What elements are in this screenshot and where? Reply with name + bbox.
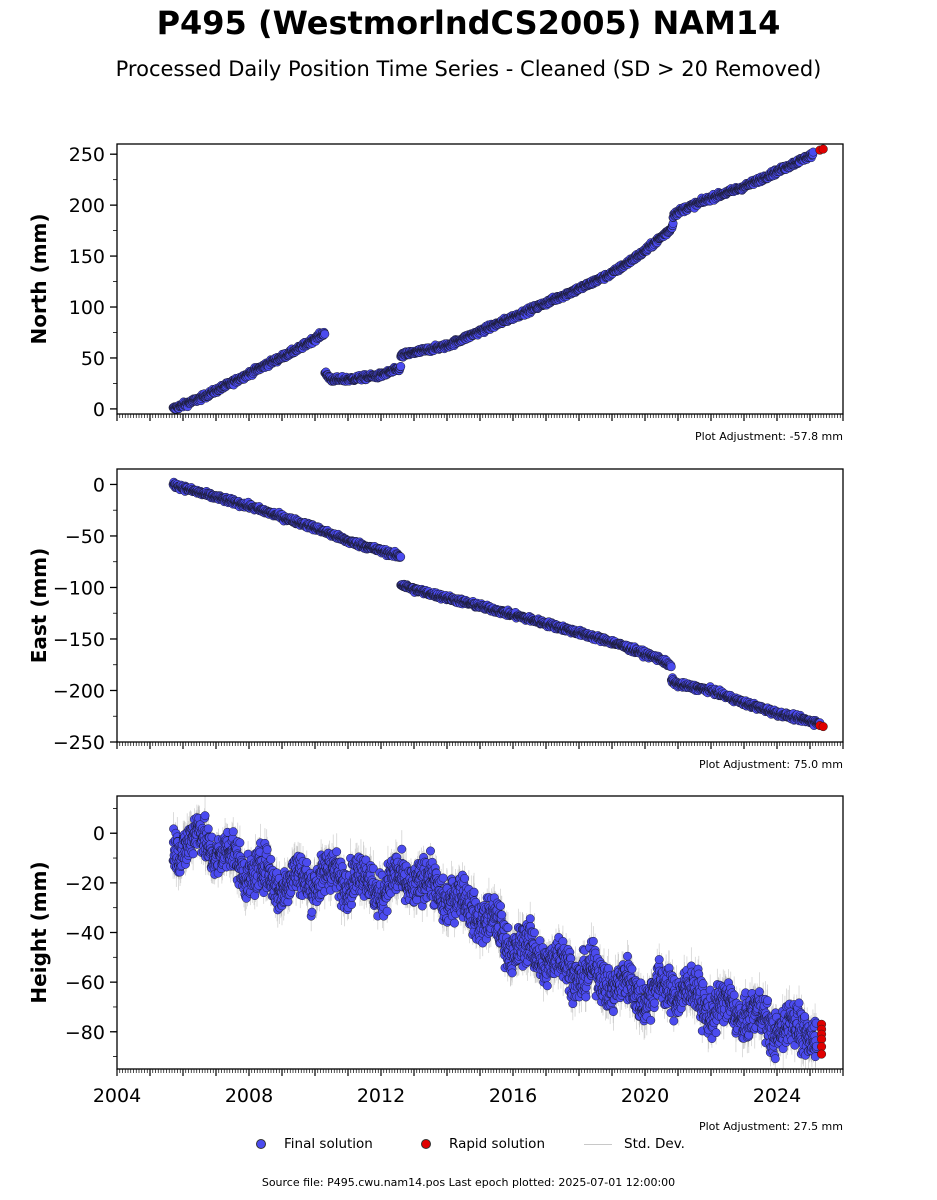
final-point — [666, 662, 676, 672]
chart-subtitle: Processed Daily Position Time Series - C… — [115, 57, 822, 81]
rapid-point — [818, 721, 828, 732]
plot-adjustment-note: Plot Adjustment: -57.8 mm — [695, 430, 843, 443]
panel-0: 0 50 100 150 200 250 North (mm) Plot Adjustment… — [27, 143, 844, 443]
y-tick-label: 100 — [69, 297, 105, 319]
plot-area-2 — [168, 796, 827, 1069]
y-tick-label: −100 — [53, 577, 105, 599]
y-axis-label: East (mm) — [27, 548, 51, 664]
final-point — [396, 552, 406, 562]
rapid-point — [818, 144, 828, 154]
plot-adjustment-note: Plot Adjustment: 75.0 mm — [699, 758, 843, 771]
plot-area-1 — [168, 477, 828, 732]
y-tick-label: −150 — [53, 629, 105, 651]
y-tick-label: 150 — [69, 246, 105, 268]
final-point — [320, 329, 330, 339]
plot-area-0 — [168, 144, 828, 414]
y-tick-label: 200 — [69, 195, 105, 217]
y-tick-label: −200 — [53, 680, 105, 702]
y-tick-label: 0 — [93, 474, 105, 496]
chart-title: P495 (WestmorlndCS2005) NAM14 — [156, 4, 781, 42]
panel-1: 0 −50 −100 −150 −200 −250 East (mm) Plot Adjust… — [27, 468, 844, 771]
y-axis-label: North (mm) — [27, 213, 51, 344]
y-tick-label: 0 — [93, 399, 105, 421]
final-point — [396, 361, 406, 371]
y-tick-label: −250 — [53, 732, 105, 754]
y-tick-label: 50 — [81, 348, 105, 370]
y-tick-label: 250 — [69, 144, 105, 166]
y-tick-label: −50 — [65, 526, 105, 548]
